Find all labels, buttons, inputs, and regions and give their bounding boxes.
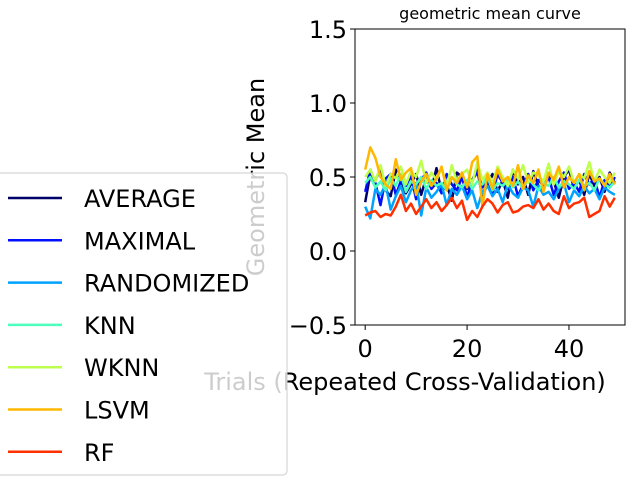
chart-title: geometric mean curve: [399, 4, 581, 23]
y-tick-label: 0.0: [309, 238, 347, 266]
y-tick-label: 1.5: [309, 16, 347, 44]
y-tick-label: 1.0: [309, 90, 347, 118]
legend: AVERAGE MAXIMAL RANDOMIZED KNN WKNN LSVM RF: [0, 172, 288, 476]
plot-lines: [363, 146, 616, 222]
x-tick-label: 0: [358, 335, 373, 363]
series-line-lsvm: [363, 146, 616, 208]
legend-frame: [0, 172, 288, 476]
legend-label-lsvm: LSVM: [84, 397, 150, 425]
legend-label-knn: KNN: [84, 312, 136, 340]
legend-label-average: AVERAGE: [84, 185, 196, 213]
x-axis-ticks: 0 20 40: [358, 325, 585, 363]
series-line-rf: [364, 193, 616, 222]
series-line-randomized: [364, 181, 616, 220]
y-tick-label: 0.5: [309, 164, 347, 192]
legend-label-randomized: RANDOMIZED: [84, 270, 249, 298]
x-tick-label: 20: [452, 335, 483, 363]
x-tick-label: 40: [554, 335, 585, 363]
legend-label-rf: RF: [84, 439, 114, 467]
y-axis-ticks: 1.5 1.0 0.5 0.0 −0.5: [289, 16, 355, 340]
legend-label-maximal: MAXIMAL: [84, 227, 196, 255]
legend-label-wknn: WKNN: [84, 354, 159, 382]
y-tick-label: −0.5: [289, 312, 347, 340]
